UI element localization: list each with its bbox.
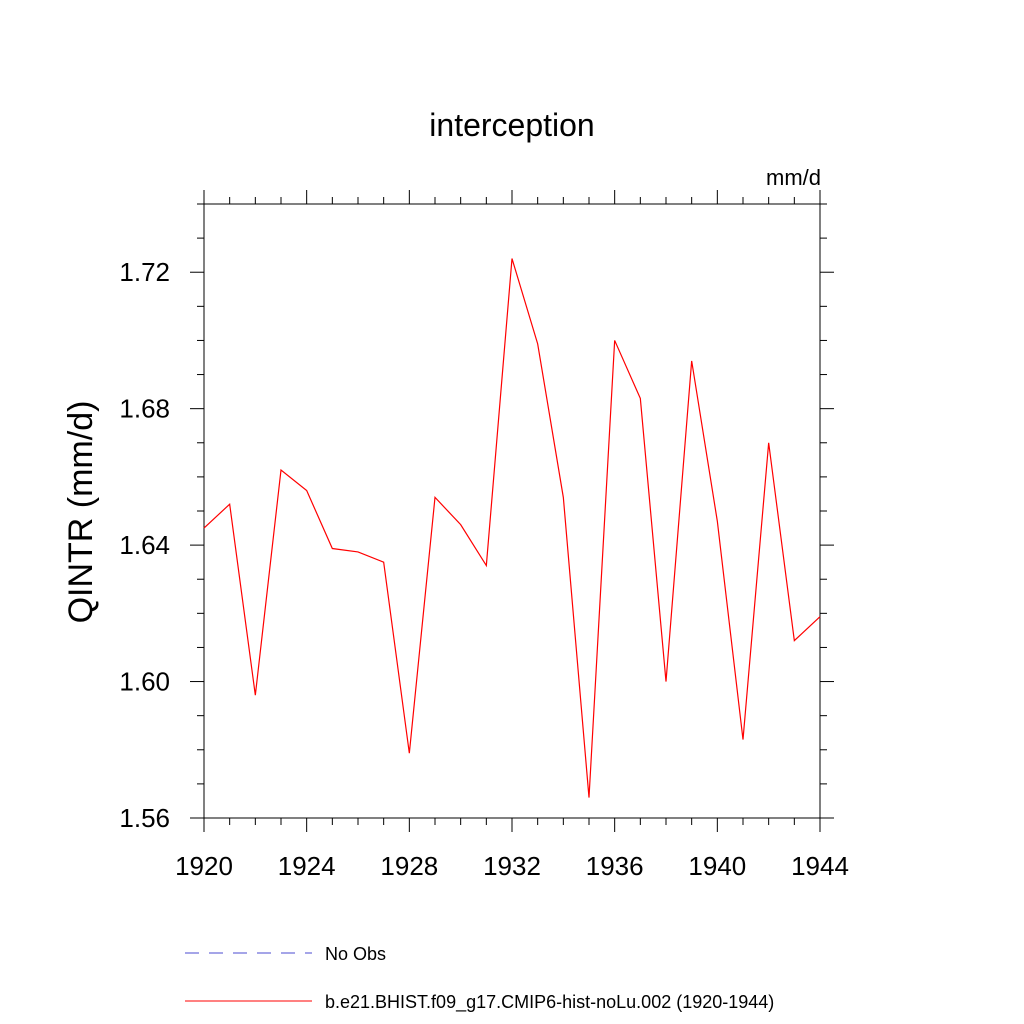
y-tick-label: 1.60 [119,667,170,697]
y-tick-label: 1.68 [119,394,170,424]
x-tick-label: 1932 [483,851,541,881]
legend: No Obs b.e21.BHIST.f09_g17.CMIP6-hist-no… [185,944,774,1013]
series-layer [203,258,821,798]
x-tick-label: 1936 [586,851,644,881]
y-axis-label: QINTR (mm/d) [62,401,100,624]
y-tick-label: 1.72 [119,257,170,287]
x-tick-label: 1928 [380,851,438,881]
x-tick-label: 1920 [175,851,233,881]
series-line [203,258,821,798]
x-tick-label: 1940 [688,851,746,881]
units-label: mm/d [766,165,821,190]
x-tick-label: 1924 [278,851,336,881]
x-tick-label: 1944 [791,851,849,881]
y-tick-label: 1.56 [119,803,170,833]
axis-ticks: 1920 1924 1928 1932 1936 1940 1944 1.56 1.60 1.64… [119,190,849,881]
legend-label-model-run: b.e21.BHIST.f09_g17.CMIP6-hist-noLu.002 … [325,992,774,1013]
chart-title: interception [429,107,594,143]
legend-label-no-obs: No Obs [325,944,386,964]
plot-frame [203,203,821,819]
y-tick-label: 1.64 [119,530,170,560]
